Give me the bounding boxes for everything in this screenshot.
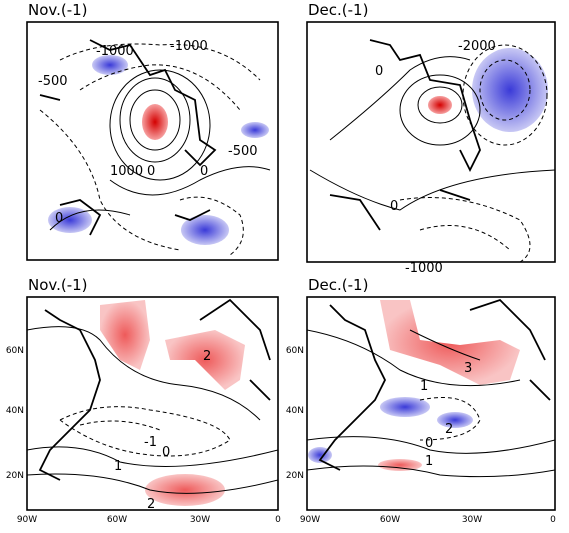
contour-label: 0 (147, 164, 155, 179)
map-panel (309, 39, 555, 262)
contour-label: 2 (445, 422, 453, 437)
x-tick-label: 0 (550, 515, 556, 525)
panel-frame (26, 21, 279, 261)
x-tick-label: 0 (275, 515, 281, 525)
panel-title: Nov.(-1) (28, 276, 88, 294)
y-tick-label: 20N (286, 471, 304, 481)
contour-label: -500 (38, 74, 68, 89)
panel-frame (306, 296, 556, 511)
x-tick-label: 90W (17, 515, 37, 525)
contour-label: 0 (200, 164, 208, 179)
contour-label: -1000 (170, 39, 208, 54)
contour-label: -1000 (405, 261, 443, 276)
contour-label: 1 (425, 454, 433, 469)
contour-label: 0 (390, 199, 398, 214)
contour-label: 1 (114, 459, 122, 474)
contour-label: 2 (147, 497, 155, 512)
x-tick-label: 30W (190, 515, 210, 525)
contour-label: -1 (144, 435, 157, 450)
contour-label: 3 (464, 361, 472, 376)
contour-label: -500 (228, 144, 258, 159)
contour-label: 0 (425, 436, 433, 451)
map-panel (27, 298, 278, 506)
x-tick-label: 60W (107, 515, 127, 525)
contour-label: 1 (420, 379, 428, 394)
x-tick-label: 90W (300, 515, 320, 525)
panel-frame (306, 21, 556, 263)
contour-label: -2000 (458, 39, 496, 54)
contour-label: 1000 (110, 164, 143, 179)
y-tick-label: 40N (286, 406, 304, 416)
map-panel (39, 39, 271, 256)
y-tick-label: 60N (286, 346, 304, 356)
contour-label: 0 (55, 211, 63, 226)
x-tick-label: 60W (380, 515, 400, 525)
y-tick-label: 60N (6, 346, 24, 356)
y-tick-label: 40N (6, 406, 24, 416)
panel-title: Dec.(-1) (308, 276, 368, 294)
panel-frame (26, 296, 279, 511)
contour-label: 0 (375, 64, 383, 79)
map-panel (307, 298, 555, 478)
panel-title: Nov.(-1) (28, 1, 88, 19)
contour-label: 0 (162, 445, 170, 460)
panel-title: Dec.(-1) (308, 1, 368, 19)
x-tick-label: 30W (462, 515, 482, 525)
y-tick-label: 20N (6, 471, 24, 481)
contour-label: 2 (203, 349, 211, 364)
contour-label: -1000 (96, 44, 134, 59)
